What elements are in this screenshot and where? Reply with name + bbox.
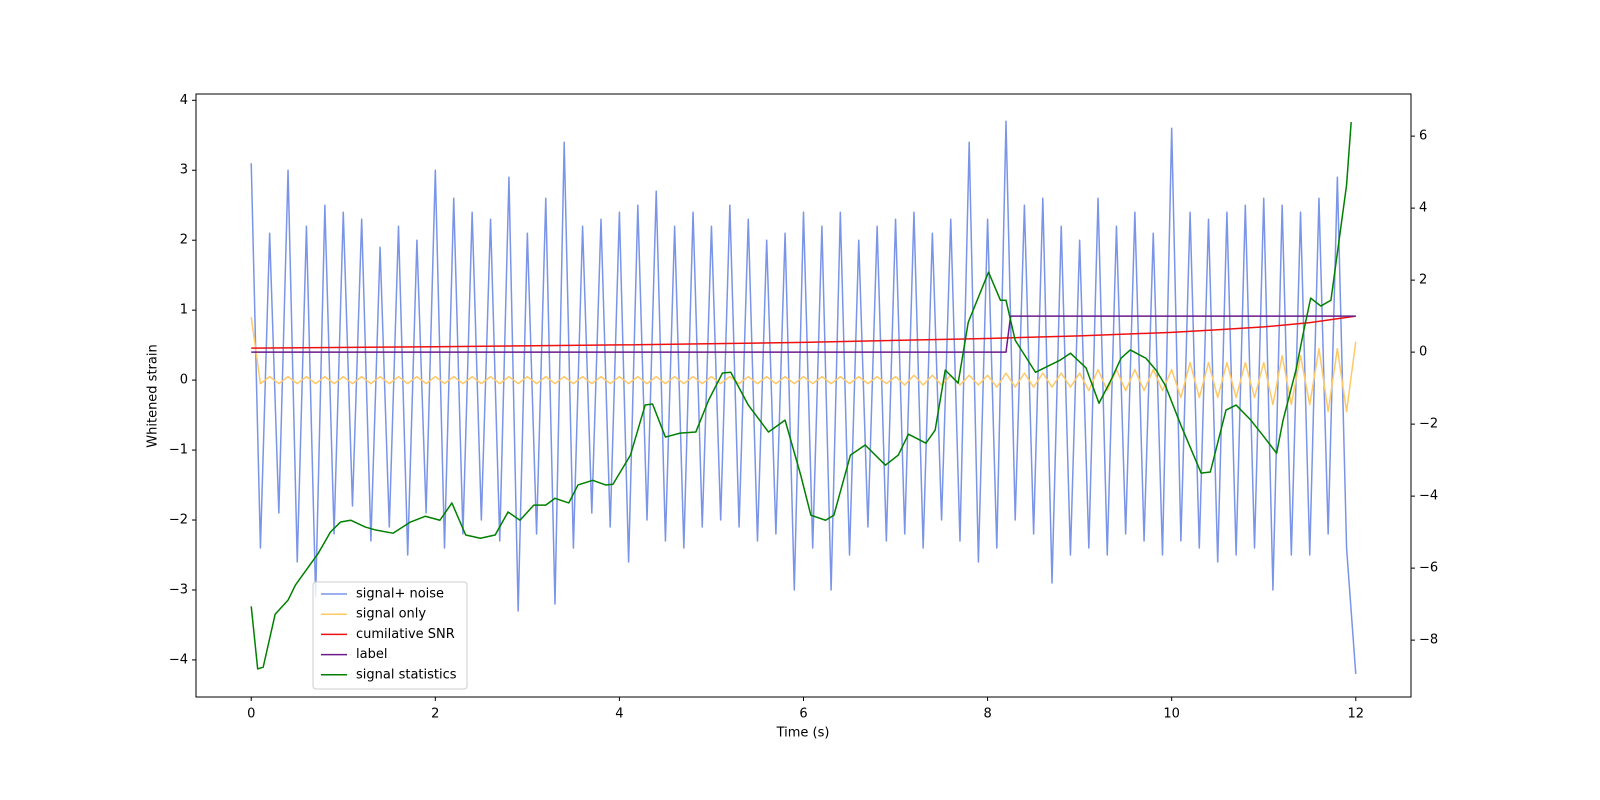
series-line <box>251 315 1356 353</box>
y-tick-label: −1 <box>169 443 188 458</box>
x-axis-label: Time (s) <box>776 726 830 741</box>
legend-label: signal statistics <box>356 667 457 682</box>
y2-tick-label: −8 <box>1419 633 1438 648</box>
y-tick-label: 3 <box>180 163 188 178</box>
y-tick-label: 2 <box>180 233 188 248</box>
y-tick-label: −2 <box>169 513 188 528</box>
x-tick-label: 2 <box>431 707 439 722</box>
plot-frame <box>195 93 1412 698</box>
x-tick-label: 10 <box>1163 707 1180 722</box>
legend-label: cumilative SNR <box>356 627 455 642</box>
y2-tick-label: 4 <box>1419 201 1427 216</box>
legend-box <box>312 581 468 690</box>
x-tick-label: 12 <box>1347 707 1364 722</box>
y2-tick-label: −4 <box>1419 489 1438 504</box>
y2-tick-label: 2 <box>1419 273 1427 288</box>
y2-tick-label: −6 <box>1419 561 1438 576</box>
plot-area <box>250 120 1357 674</box>
series-line <box>250 317 1357 413</box>
y-tick-label: −4 <box>169 652 188 667</box>
series-line <box>250 120 1357 674</box>
legend-label: signal+ noise <box>356 587 444 602</box>
y2-tick-label: 6 <box>1419 129 1427 144</box>
legend: signal+ noise signal only cumilative SNR la… <box>312 581 468 690</box>
y2-tick-label: −2 <box>1419 417 1438 432</box>
y-tick-label: 4 <box>180 93 188 108</box>
x-tick-label: 6 <box>799 707 807 722</box>
legend-label: signal only <box>356 607 426 622</box>
legend-label: label <box>356 647 387 662</box>
y-tick-label: −3 <box>169 582 188 597</box>
x-tick-label: 0 <box>247 707 255 722</box>
y-tick-label: 0 <box>180 373 188 388</box>
series-line <box>251 315 1356 349</box>
series-line <box>250 122 1352 670</box>
y-axis-label: Whitened strain <box>146 344 161 447</box>
x-tick-label: 4 <box>615 707 623 722</box>
y2-tick-label: 0 <box>1419 345 1427 360</box>
x-tick-label: 8 <box>983 707 991 722</box>
y-tick-label: 1 <box>180 303 188 318</box>
